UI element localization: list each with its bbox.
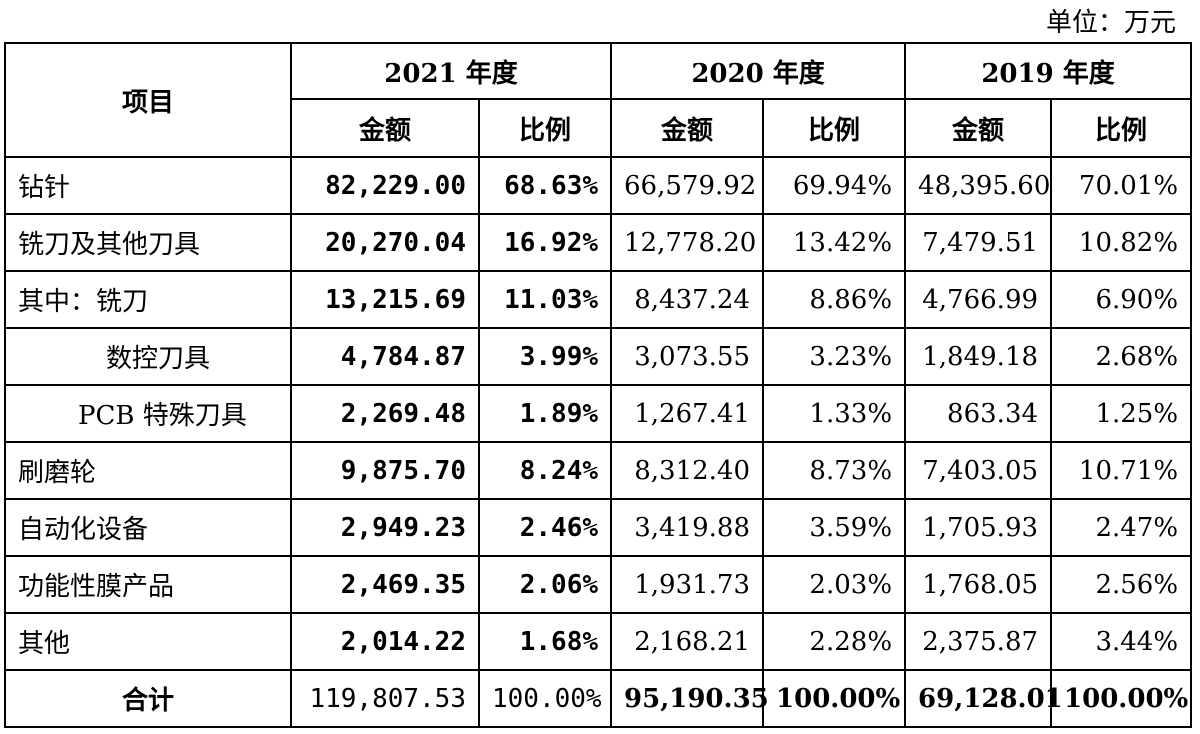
row-label: 钻针 <box>4 156 292 215</box>
amount-2020: 3,073.55 <box>610 327 765 386</box>
amount-2019: 48,395.60 <box>904 156 1053 215</box>
ratio-2020: 3.59% <box>762 498 907 557</box>
total-amount-2020: 95,190.35 <box>610 669 769 728</box>
amount-2021: 20,270.04 <box>290 213 480 272</box>
ratio-2020: 2.28% <box>762 612 907 671</box>
amount-2020: 2,168.21 <box>610 612 765 671</box>
revenue-composition-table: 项目 2021 年度 2020 年度 2019 年度 金额 比例 金额 比例 金… <box>4 42 1193 728</box>
amount-2020: 12,778.20 <box>610 213 765 272</box>
ratio-2021: 68.63% <box>477 156 613 215</box>
ratio-2019: 1.25% <box>1050 384 1193 443</box>
header-amount-2019: 金额 <box>904 98 1053 158</box>
amount-2020: 8,312.40 <box>610 441 765 500</box>
ratio-2021: 11.03% <box>477 270 613 329</box>
table-row: 数控刀具 4,784.87 3.99% 3,073.55 3.23% 1,849… <box>4 327 1193 386</box>
total-amount-2019: 69,128.01 <box>904 669 1063 728</box>
row-label: 刷磨轮 <box>4 441 292 500</box>
ratio-2021: 8.24% <box>477 441 613 500</box>
total-label: 合计 <box>4 669 292 728</box>
ratio-2021: 2.06% <box>477 555 613 614</box>
amount-2020: 1,931.73 <box>610 555 765 614</box>
ratio-2019: 2.47% <box>1050 498 1193 557</box>
ratio-2021: 16.92% <box>477 213 613 272</box>
table-row: 其他 2,014.22 1.68% 2,168.21 2.28% 2,375.8… <box>4 612 1193 671</box>
header-item: 项目 <box>4 42 292 158</box>
amount-2019: 1,849.18 <box>904 327 1053 386</box>
ratio-2019: 2.56% <box>1050 555 1193 614</box>
amount-2021: 2,949.23 <box>290 498 480 557</box>
row-label: 其他 <box>4 612 292 671</box>
amount-2021: 82,229.00 <box>290 156 480 215</box>
ratio-2019: 2.68% <box>1050 327 1193 386</box>
table-row: 铣刀及其他刀具 20,270.04 16.92% 12,778.20 13.42… <box>4 213 1193 272</box>
amount-2020: 3,419.88 <box>610 498 765 557</box>
header-row-subcols: 金额 比例 金额 比例 金额 比例 <box>5 98 1193 158</box>
amount-2020: 66,579.92 <box>610 156 765 215</box>
total-amount-2021: 119,807.53 <box>290 669 480 728</box>
header-ratio-2020: 比例 <box>762 98 907 158</box>
amount-2019: 863.34 <box>904 384 1053 443</box>
amount-2021: 2,269.48 <box>290 384 480 443</box>
ratio-2020: 1.33% <box>762 384 907 443</box>
ratio-2019: 10.71% <box>1050 441 1193 500</box>
ratio-2021: 1.89% <box>477 384 613 443</box>
table-row: 刷磨轮 9,875.70 8.24% 8,312.40 8.73% 7,403.… <box>4 441 1193 500</box>
ratio-2019: 6.90% <box>1050 270 1193 329</box>
table-row: 其中：铣刀 13,215.69 11.03% 8,437.24 8.86% 4,… <box>4 270 1193 329</box>
ratio-2020: 13.42% <box>762 213 907 272</box>
total-ratio-2020: 100.00% <box>762 669 907 728</box>
header-ratio-2019: 比例 <box>1050 98 1193 158</box>
row-label: PCB 特殊刀具 <box>4 384 292 443</box>
amount-2019: 1,768.05 <box>904 555 1053 614</box>
ratio-2020: 69.94% <box>762 156 907 215</box>
row-label: 功能性膜产品 <box>4 555 292 614</box>
ratio-2019: 70.01% <box>1050 156 1193 215</box>
amount-2020: 8,437.24 <box>610 270 765 329</box>
ratio-2020: 8.86% <box>762 270 907 329</box>
amount-2019: 7,479.51 <box>904 213 1053 272</box>
ratio-2020: 3.23% <box>762 327 907 386</box>
ratio-2020: 2.03% <box>762 555 907 614</box>
ratio-2021: 3.99% <box>477 327 613 386</box>
amount-2019: 1,705.93 <box>904 498 1053 557</box>
header-year-2021: 2021 年度 <box>289 42 613 100</box>
table-row: 功能性膜产品 2,469.35 2.06% 1,931.73 2.03% 1,7… <box>4 555 1193 614</box>
total-row: 合计 119,807.53 100.00% 95,190.35 100.00% … <box>4 669 1193 728</box>
unit-label: 单位：万元 <box>1045 8 1176 38</box>
row-label: 铣刀及其他刀具 <box>4 213 292 272</box>
table-row: 钻针 82,229.00 68.63% 66,579.92 69.94% 48,… <box>4 156 1193 215</box>
row-label: 其中：铣刀 <box>4 270 292 329</box>
ratio-2019: 10.82% <box>1050 213 1193 272</box>
amount-2021: 9,875.70 <box>290 441 480 500</box>
header-amount-2020: 金额 <box>610 98 765 158</box>
ratio-2021: 2.46% <box>477 498 613 557</box>
header-ratio-2021: 比例 <box>477 98 613 158</box>
total-ratio-2019: 100.00% <box>1050 669 1193 728</box>
amount-2021: 4,784.87 <box>290 327 480 386</box>
header-amount-2021: 金额 <box>290 98 480 158</box>
row-label: 自动化设备 <box>4 498 292 557</box>
amount-2019: 4,766.99 <box>904 270 1053 329</box>
header-year-2020: 2020 年度 <box>610 42 907 100</box>
amount-2019: 2,375.87 <box>904 612 1053 671</box>
ratio-2019: 3.44% <box>1050 612 1193 671</box>
ratio-2020: 8.73% <box>762 441 907 500</box>
amount-2020: 1,267.41 <box>610 384 765 443</box>
row-label: 数控刀具 <box>4 327 292 386</box>
ratio-2021: 1.68% <box>477 612 613 671</box>
amount-2019: 7,403.05 <box>904 441 1053 500</box>
table-row: 自动化设备 2,949.23 2.46% 3,419.88 3.59% 1,70… <box>4 498 1193 557</box>
header-row-years: 项目 2021 年度 2020 年度 2019 年度 <box>4 42 1193 158</box>
amount-2021: 2,014.22 <box>290 612 480 671</box>
amount-2021: 13,215.69 <box>290 270 480 329</box>
total-ratio-2021: 100.00% <box>477 669 613 728</box>
amount-2021: 2,469.35 <box>290 555 480 614</box>
table-row: PCB 特殊刀具 2,269.48 1.89% 1,267.41 1.33% 8… <box>4 384 1193 443</box>
header-year-2019: 2019 年度 <box>904 42 1193 100</box>
